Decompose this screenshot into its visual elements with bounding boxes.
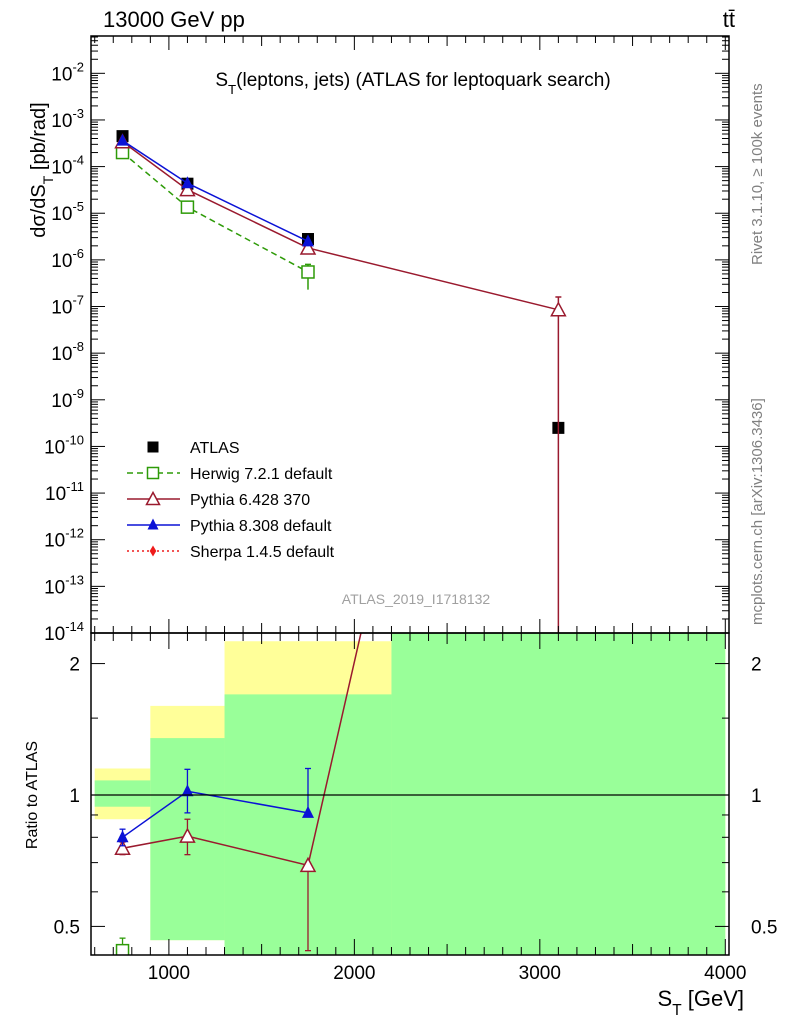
header-right-label: tt̄ (723, 7, 735, 32)
main-y-tick-label: 10-13 (44, 572, 84, 598)
ratio-point-pythia-6-428-370 (114, 839, 131, 856)
main-y-tick-label: 10-7 (51, 293, 84, 319)
legend-label-atlas: ATLAS (190, 440, 240, 457)
main-y-tick-label: 10-14 (44, 619, 84, 645)
ratio-y-tick-label-right: 0.5 (751, 917, 777, 938)
main-point-pythia-8-308-default (116, 133, 129, 146)
ratio-band-green (94, 780, 151, 807)
main-y-tick-label: 10-3 (51, 106, 84, 132)
main-point-pythia-6-428-370 (179, 181, 196, 197)
main-y-axis-label: dσ/dST [pb/rad] (28, 102, 56, 237)
x-tick-label: 1000 (148, 963, 190, 984)
analysis-watermark: ATLAS_2019_I1718132 (342, 591, 491, 607)
ratio-y-tick-label-right: 1 (751, 786, 762, 807)
ratio-plot-series (114, 633, 362, 955)
ratio-axes: 0.5 0.5 1 1 2 2 1000 2000 3000 4000 (54, 633, 777, 984)
ratio-point-pythia-6-428-370 (299, 856, 317, 873)
legend-marker-pythia-6-428-370 (145, 490, 161, 506)
legend-label-pythia-6-428-370: Pythia 6.428 370 (190, 492, 310, 509)
main-y-tick-label: 10-8 (51, 339, 84, 365)
x-tick-label: 2000 (333, 963, 375, 984)
main-y-tick-label: 10-10 (44, 432, 84, 458)
main-y-tick-label: 10-9 (51, 386, 84, 412)
ratio-y-tick-label: 2 (69, 655, 80, 676)
legend-label-sherpa-1-4-5-default: Sherpa 1.4.5 default (190, 544, 335, 561)
ratio-point-pythia-8-308-default (116, 830, 129, 843)
main-plot-title: ST(leptons, jets) (ATLAS for leptoquark … (215, 70, 610, 97)
main-line-pythia-8-308-default (122, 140, 309, 242)
main-point-herwig-7-2-1-default (301, 265, 315, 279)
ratio-y-tick-label: 1 (69, 786, 80, 807)
ratio-point-pythia-8-308-default (181, 784, 194, 797)
legend-marker-atlas (147, 441, 159, 453)
main-plot-series (114, 130, 567, 633)
ratio-point-herwig-7-2-1-default (115, 943, 130, 955)
legend: ATLAS Herwig 7.2.1 default Pythia 6.428 37… (127, 440, 335, 561)
main-point-pythia-6-428-370 (550, 301, 567, 317)
main-y-tick-label: 10-2 (51, 59, 84, 85)
main-line-pythia-6-428-370 (122, 141, 559, 311)
main-y-tick-label: 10-6 (51, 246, 84, 272)
rivet-side-label: Rivet 3.1.10, ≥ 100k events (749, 83, 766, 265)
main-plot-frame (90, 35, 730, 634)
main-point-herwig-7-2-1-default (180, 200, 195, 214)
ratio-uncertainty-bands (94, 633, 726, 955)
ratio-point-pythia-8-308-default (301, 805, 314, 818)
main-point-pythia-8-308-default (181, 176, 194, 189)
legend-label-herwig-7-2-1-default: Herwig 7.2.1 default (190, 466, 333, 483)
main-point-pythia-6-428-370 (299, 239, 317, 255)
main-y-tick-label: 10-5 (51, 199, 84, 225)
main-line-herwig-7-2-1-default (122, 151, 309, 273)
main-y-tick-label: 10-4 (51, 153, 84, 179)
x-tick-label: 4000 (704, 963, 746, 984)
ratio-band-green (391, 633, 726, 955)
legend-marker-herwig-7-2-1-default (146, 466, 160, 480)
ratio-y-tick-label: 0.5 (54, 917, 80, 938)
x-axis-label: ST [GeV] (658, 986, 744, 1019)
legend-marker-pythia-8-308-default (147, 518, 159, 530)
main-point-pythia-8-308-default (301, 234, 314, 247)
header-left-label: 13000 GeV pp (103, 7, 245, 32)
main-y-tick-label: 10-12 (44, 526, 84, 552)
mcplots-side-label: mcplots.cern.ch [arXiv:1306.3436] (749, 398, 766, 625)
ratio-point-pythia-6-428-370 (179, 827, 196, 843)
legend-label-pythia-8-308-default: Pythia 8.308 default (190, 518, 332, 535)
ratio-y-axis-label: Ratio to ATLAS (24, 741, 41, 849)
main-y-tick-label: 10-11 (45, 479, 84, 505)
main-y-axis: 10-14 10-13 10-12 10-11 10-10 10-9 10-8 10-7 10-… (44, 36, 729, 645)
ratio-line-pythia-6-428-370 (122, 633, 362, 867)
x-tick-label: 3000 (519, 963, 561, 984)
legend-marker-sherpa-1-4-5-default (149, 545, 157, 557)
ratio-y-tick-label-right: 2 (751, 655, 762, 676)
